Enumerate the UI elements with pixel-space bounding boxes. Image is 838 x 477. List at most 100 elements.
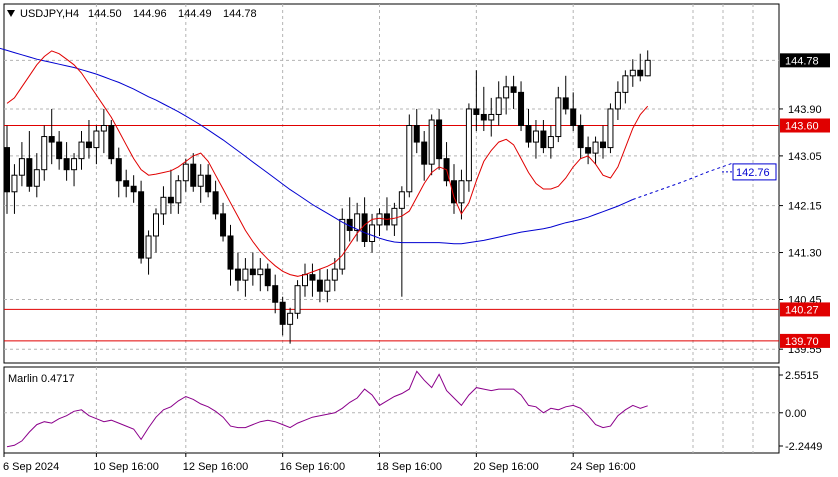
candle	[369, 213, 376, 253]
candle-body-bullish	[175, 180, 182, 204]
candle-body-bearish	[361, 213, 368, 242]
candle	[518, 81, 525, 132]
candle	[197, 164, 204, 203]
price-label-level-140-27: 140.27	[780, 302, 830, 317]
candle	[465, 103, 472, 192]
candle	[220, 202, 227, 242]
candle-body-bearish	[123, 180, 130, 187]
candle	[190, 153, 197, 192]
candle-body-bullish	[369, 224, 376, 242]
candle	[592, 136, 599, 165]
projection-label-text: 142.76	[736, 167, 770, 179]
candle-body-bullish	[71, 158, 78, 171]
candle-body-bearish	[190, 163, 197, 187]
candle-body-bullish	[622, 75, 629, 93]
price-tick-label: 142.15	[788, 201, 822, 213]
candle	[376, 208, 383, 236]
triangle-down-icon	[7, 10, 15, 17]
candle	[71, 153, 78, 187]
indicator-plot-border	[3, 366, 780, 454]
candle-body-bearish	[4, 147, 10, 193]
candle	[167, 169, 174, 214]
candle	[294, 280, 301, 319]
candle	[555, 86, 562, 143]
candle	[63, 142, 70, 181]
candle	[495, 81, 502, 126]
blue-moving-average	[0, 47, 634, 245]
candle	[540, 119, 547, 154]
candle-body-bullish	[428, 119, 435, 165]
candle	[585, 136, 592, 165]
candle-body-bullish	[644, 59, 651, 77]
candle	[33, 153, 40, 198]
candle	[510, 75, 517, 109]
candle	[413, 108, 420, 154]
candle	[138, 180, 145, 264]
candles	[4, 50, 651, 344]
candle	[525, 108, 532, 148]
candle	[264, 263, 271, 292]
candle-body-bullish	[331, 268, 338, 281]
candle	[41, 125, 48, 181]
candle-body-bearish	[272, 285, 279, 303]
candle-body-bullish	[488, 113, 495, 121]
header-symbol: USDJPY,H4	[20, 8, 79, 20]
price-labels: 144.78 143.60 142.76 140.27 139.70	[722, 53, 830, 348]
candle-body-bullish	[145, 235, 152, 259]
price-tick-label: 143.90	[788, 104, 822, 116]
price-label-box	[780, 302, 830, 317]
candle	[451, 164, 457, 214]
header-low: 144.49	[178, 8, 212, 20]
candle-body-bullish	[555, 97, 562, 138]
candle	[93, 125, 100, 165]
candle-body-bearish	[316, 279, 323, 292]
candle-body-bearish	[227, 235, 234, 270]
candle	[26, 131, 33, 192]
candle-body-bearish	[525, 125, 532, 143]
candle	[339, 208, 346, 275]
candle	[242, 258, 249, 297]
time-tick-label: 10 Sep 16:00	[93, 461, 158, 473]
candle	[316, 269, 323, 303]
candle	[153, 208, 159, 253]
candle	[78, 131, 85, 170]
candle-body-bullish	[629, 69, 636, 77]
main-plot: USDJPY,H4 144.50 144.96 144.49 144.78	[0, 3, 780, 364]
candle	[629, 59, 636, 87]
candle	[391, 202, 398, 236]
time-tick-label: 24 Sep 16:00	[570, 461, 635, 473]
candle-body-bearish	[279, 301, 286, 325]
horizontal-levels	[4, 59, 779, 342]
candle	[100, 108, 107, 154]
candle-body-bearish	[220, 213, 227, 237]
indicator-label: Marlin 0.4717	[8, 373, 75, 385]
candle	[287, 307, 294, 344]
candle-body-bullish	[78, 141, 85, 160]
candle	[234, 252, 241, 292]
candle	[637, 53, 644, 82]
marlin-line	[6, 370, 648, 448]
price-label-text: 140.27	[785, 304, 819, 316]
candle-body-bullish	[242, 268, 249, 281]
candle	[175, 175, 182, 214]
candle-body-bullish	[41, 136, 48, 171]
price-label-text: 143.60	[785, 121, 819, 133]
candle-body-bearish	[63, 158, 70, 171]
candle	[279, 296, 286, 336]
chart-header: USDJPY,H4 144.50 144.96 144.49 144.78	[7, 8, 257, 20]
indicator-grid	[4, 367, 779, 453]
candle	[600, 125, 606, 159]
time-tick-label: 18 Sep 16:00	[377, 461, 442, 473]
candle	[614, 81, 621, 120]
candle-body-bullish	[495, 97, 502, 115]
candle-body-bearish	[436, 119, 443, 160]
candle-body-bullish	[547, 136, 554, 149]
candle-body-bearish	[115, 158, 122, 182]
candle-body-bullish	[18, 158, 25, 176]
candle-body-bullish	[503, 86, 510, 99]
candle-body-bullish	[287, 312, 294, 325]
time-tick-label: 20 Sep 16:00	[473, 461, 538, 473]
candle-body-bullish	[614, 91, 621, 110]
